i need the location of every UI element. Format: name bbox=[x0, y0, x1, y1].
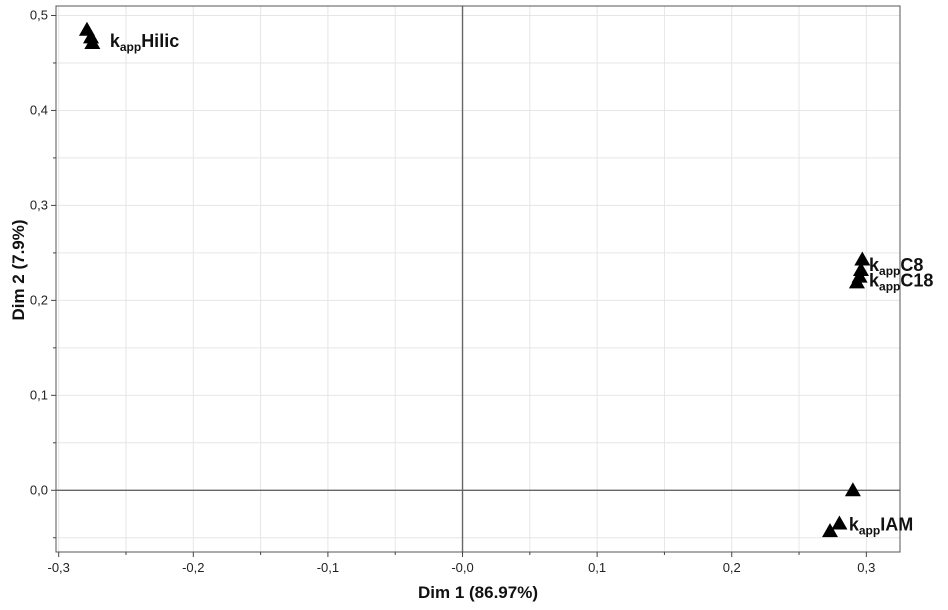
point-label: kappC8 bbox=[869, 255, 923, 278]
x-tick-label: -0,3 bbox=[47, 560, 69, 575]
x-tick-label: 0,1 bbox=[588, 560, 606, 575]
x-tick-label: 0,2 bbox=[723, 560, 741, 575]
x-tick-label: -0,0 bbox=[451, 560, 473, 575]
x-axis-ticks: -0,3 -0,2 -0,1 -0,0 0,1 0,2 0,3 bbox=[47, 552, 875, 575]
triangle-marker bbox=[831, 515, 848, 530]
y-tick-label: 0,2 bbox=[30, 292, 48, 307]
reference-lines bbox=[56, 6, 900, 552]
y-tick-label: 0,3 bbox=[30, 197, 48, 212]
point-label: kappIAM bbox=[849, 514, 913, 537]
triangle-marker bbox=[848, 274, 865, 289]
point-label: kappHilic bbox=[110, 31, 179, 54]
y-axis-title: Dim 2 (7.9%) bbox=[9, 219, 28, 320]
x-tick-label: -0,1 bbox=[317, 560, 339, 575]
triangle-marker bbox=[854, 251, 871, 266]
data-points bbox=[78, 21, 871, 538]
y-tick-label: 0,1 bbox=[30, 387, 48, 402]
triangle-marker bbox=[822, 523, 839, 538]
y-tick-label: 0,4 bbox=[30, 102, 48, 117]
triangle-marker bbox=[844, 482, 861, 497]
y-tick-label: 0,5 bbox=[30, 7, 48, 22]
y-axis-ticks: 0,0 0,1 0,2 0,3 0,4 0,5 bbox=[30, 7, 56, 539]
grid-lines bbox=[56, 6, 900, 552]
point-label: kappC18 bbox=[869, 270, 933, 293]
triangle-marker bbox=[84, 35, 101, 50]
x-tick-label: -0,2 bbox=[182, 560, 204, 575]
x-tick-label: 0,3 bbox=[857, 560, 875, 575]
triangle-marker bbox=[852, 261, 869, 276]
y-tick-label: 0,0 bbox=[30, 482, 48, 497]
plot-area-frame bbox=[55, 5, 901, 553]
x-axis-title: Dim 1 (86.97%) bbox=[418, 583, 538, 602]
